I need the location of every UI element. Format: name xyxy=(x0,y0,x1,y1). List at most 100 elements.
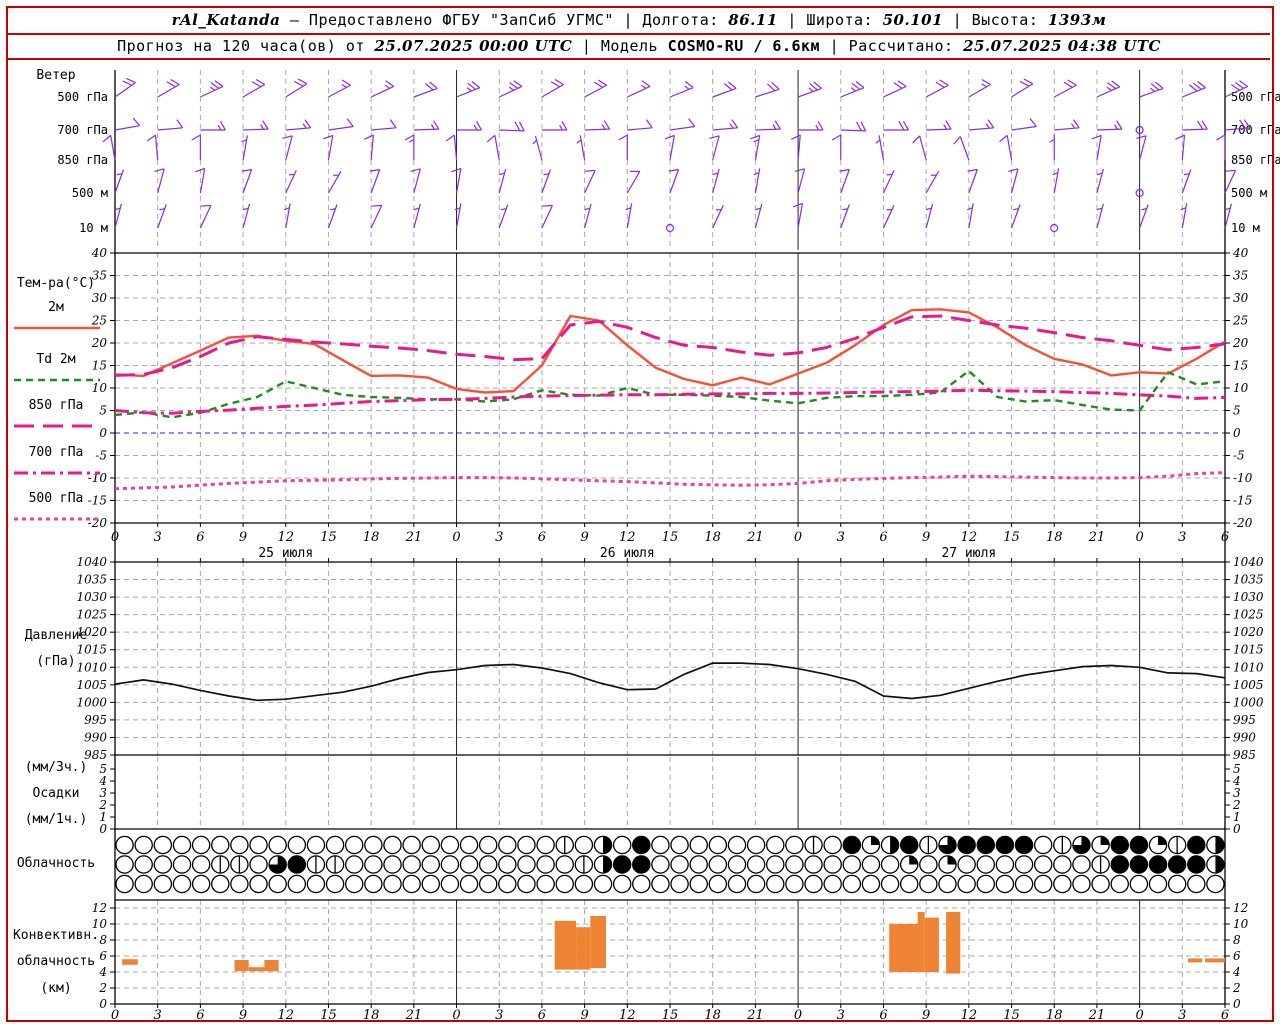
svg-text:1015: 1015 xyxy=(76,643,107,657)
svg-text:995: 995 xyxy=(84,713,107,727)
precip-panel-title: Осадки xyxy=(32,786,80,801)
svg-text:20: 20 xyxy=(91,336,108,350)
svg-text:1020: 1020 xyxy=(76,625,107,639)
svg-text:3: 3 xyxy=(495,1008,503,1023)
svg-text:12: 12 xyxy=(92,901,107,915)
svg-text:9: 9 xyxy=(922,1008,930,1023)
svg-text:15: 15 xyxy=(320,1008,337,1023)
precip-units-1h: (мм/1ч.) xyxy=(24,812,88,827)
svg-text:1040: 1040 xyxy=(76,555,107,569)
svg-text:25: 25 xyxy=(1232,314,1248,328)
svg-text:10 м: 10 м xyxy=(1231,221,1260,235)
svg-text:40: 40 xyxy=(1232,246,1249,260)
svg-text:18: 18 xyxy=(704,530,721,545)
svg-text:700 гПа: 700 гПа xyxy=(57,123,108,137)
svg-text:3: 3 xyxy=(1233,786,1241,800)
svg-text:12: 12 xyxy=(619,530,636,545)
svg-text:21: 21 xyxy=(1088,1008,1106,1023)
svg-text:1010: 1010 xyxy=(76,660,107,674)
svg-text:-20: -20 xyxy=(1233,516,1253,530)
svg-text:0: 0 xyxy=(1233,426,1241,440)
wind-panel: 500 гПа 500 гПа 700 гПа 700 гПа 850 гПа 850 г… xyxy=(57,77,1280,235)
legend-line-sample xyxy=(14,317,100,330)
calc-time-value: 25.07.2025 04:38 UTC xyxy=(963,37,1161,55)
svg-text:5: 5 xyxy=(99,404,107,418)
legend-line-sample xyxy=(14,415,100,428)
header-forecast-row: Прогноз на 120 часа(ов) от 25.07.2025 00… xyxy=(8,35,1270,60)
longitude-label: | Долгота: xyxy=(623,11,719,29)
svg-text:10: 10 xyxy=(1233,917,1249,931)
svg-text:15: 15 xyxy=(1003,1008,1020,1023)
svg-text:15: 15 xyxy=(662,530,679,545)
svg-text:0: 0 xyxy=(1135,530,1143,545)
svg-text:0: 0 xyxy=(111,1008,119,1023)
svg-text:35: 35 xyxy=(92,269,107,283)
legend-label-2: Td 2м xyxy=(36,352,76,367)
convective-cloud-panel xyxy=(122,912,1225,974)
svg-text:1005: 1005 xyxy=(1233,678,1264,692)
svg-text:6: 6 xyxy=(879,530,887,545)
header-station-row: rAl_Katanda — Предоставлено ФГБУ "ЗапСиб… xyxy=(8,8,1270,35)
svg-text:10 м: 10 м xyxy=(79,221,108,235)
svg-text:3: 3 xyxy=(1178,530,1186,545)
svg-text:27 июля: 27 июля xyxy=(941,546,996,561)
svg-text:3: 3 xyxy=(154,1008,162,1023)
svg-text:985: 985 xyxy=(1233,748,1256,762)
legend-line-sample xyxy=(14,369,100,382)
svg-text:985: 985 xyxy=(84,748,107,762)
cloud-panel-title: Облачность xyxy=(16,856,96,871)
svg-text:-15: -15 xyxy=(88,494,107,508)
svg-text:9: 9 xyxy=(922,530,930,545)
svg-text:21: 21 xyxy=(1088,530,1106,545)
cloud-cover-panel xyxy=(115,835,1225,894)
svg-text:40: 40 xyxy=(91,246,108,260)
svg-text:1010: 1010 xyxy=(1233,660,1264,674)
svg-text:6: 6 xyxy=(1233,949,1241,963)
svg-text:-5: -5 xyxy=(1233,449,1245,463)
svg-text:5: 5 xyxy=(1233,404,1241,418)
svg-text:12: 12 xyxy=(277,530,294,545)
svg-text:1: 1 xyxy=(99,810,107,824)
svg-text:12: 12 xyxy=(619,1008,636,1023)
svg-text:990: 990 xyxy=(1233,730,1256,744)
svg-text:0: 0 xyxy=(794,530,802,545)
svg-text:1035: 1035 xyxy=(1233,573,1264,587)
svg-text:3: 3 xyxy=(99,786,107,800)
svg-text:0: 0 xyxy=(1233,822,1241,836)
svg-text:0: 0 xyxy=(1233,997,1241,1011)
x-axis-labels: 0 0 3 3 6 6 9 9 12 12 15 15 18 18 21 21 0 0 3 3 6 6 9 9 12 12 15 15… xyxy=(111,530,1229,1023)
convective-panel-title-2: облачность xyxy=(16,954,96,969)
svg-text:18: 18 xyxy=(363,1008,380,1023)
legend-line-sample xyxy=(14,462,100,475)
svg-text:12: 12 xyxy=(961,530,978,545)
pressure-panel xyxy=(114,662,1226,702)
svg-text:5: 5 xyxy=(99,762,107,776)
svg-text:18: 18 xyxy=(1046,530,1063,545)
svg-text:30: 30 xyxy=(1233,291,1249,305)
svg-text:25 июля: 25 июля xyxy=(258,546,313,561)
svg-text:6: 6 xyxy=(879,1008,887,1023)
svg-text:2: 2 xyxy=(98,981,107,995)
pressure-panel-title: Давление xyxy=(24,628,88,643)
svg-text:1: 1 xyxy=(1233,810,1241,824)
svg-text:12: 12 xyxy=(277,1008,294,1023)
svg-text:-20: -20 xyxy=(88,516,108,530)
svg-text:20: 20 xyxy=(1232,336,1249,350)
svg-text:6: 6 xyxy=(1221,1008,1229,1023)
svg-text:990: 990 xyxy=(84,730,107,744)
svg-text:1040: 1040 xyxy=(1233,555,1264,569)
legend-line-sample xyxy=(14,508,100,521)
svg-text:3: 3 xyxy=(1178,1008,1186,1023)
svg-text:18: 18 xyxy=(363,530,380,545)
svg-text:850 гПа: 850 гПа xyxy=(1231,153,1280,167)
svg-text:500 м: 500 м xyxy=(72,186,108,200)
svg-text:6: 6 xyxy=(196,1008,204,1023)
svg-text:6: 6 xyxy=(538,1008,546,1023)
svg-text:0: 0 xyxy=(99,997,107,1011)
svg-text:4: 4 xyxy=(98,965,107,979)
forecast-start-value: 25.07.2025 00:00 UTC xyxy=(374,37,573,55)
svg-text:1025: 1025 xyxy=(1233,608,1264,622)
